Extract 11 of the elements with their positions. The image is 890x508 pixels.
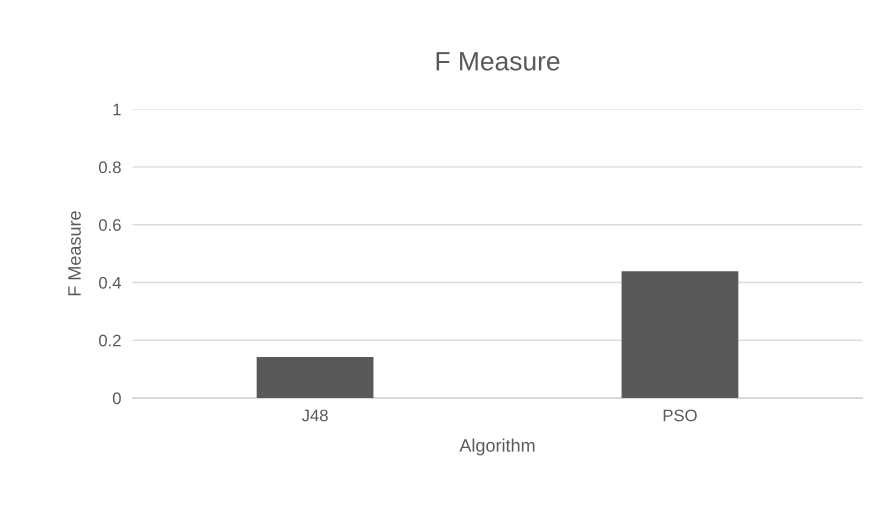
y-tick-label: 0.2	[98, 334, 121, 346]
y-tick-label: 1	[114, 104, 121, 116]
y-axis-title: F Measure	[68, 211, 81, 296]
y-tick-label: 0.8	[98, 161, 121, 174]
x-tick-label: PSO	[664, 410, 697, 422]
y-tick-label: 0.4	[98, 276, 122, 289]
chart-title: F Measure	[436, 52, 560, 71]
x-tick-label: J48	[302, 410, 328, 422]
x-axis-title: Algorithm	[459, 438, 534, 456]
y-tick-label: 0.6	[98, 219, 121, 231]
y-tick-label: 0	[112, 392, 121, 404]
